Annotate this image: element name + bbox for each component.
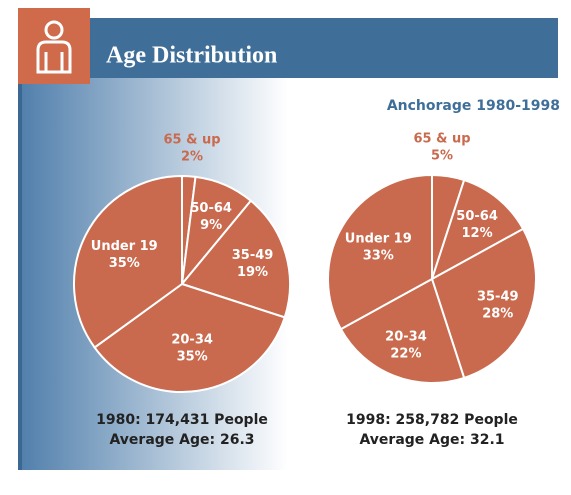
- pie-slice: [73, 174, 183, 349]
- header-bar: [18, 18, 558, 78]
- slice-value: 35%: [177, 350, 208, 365]
- pie-slice: [430, 178, 525, 282]
- slice-value: 5%: [431, 149, 453, 164]
- slice-category: 35-49: [232, 248, 274, 263]
- pie-slice: [180, 199, 291, 319]
- pie-slice: [93, 282, 286, 393]
- subtitle: Anchorage 1980-1998: [387, 98, 560, 114]
- pie-caption: 1998: 258,782 People: [346, 412, 518, 428]
- slice-value: 2%: [181, 150, 203, 165]
- slice-category: 35-49: [477, 290, 519, 305]
- panel-edge: [18, 78, 22, 470]
- pie-caption: 1980: 174,431 People: [96, 412, 268, 428]
- slice-value: 22%: [390, 346, 421, 361]
- pie-caption: Average Age: 26.3: [109, 432, 254, 448]
- pie-slice: [327, 173, 433, 331]
- slice-category: 50-64: [456, 209, 498, 224]
- slice-category: 65 & up: [413, 132, 470, 147]
- slice-category: 65 & up: [163, 133, 220, 148]
- pie-slice: [430, 227, 537, 380]
- slice-value: 12%: [462, 226, 493, 241]
- slice-value: 9%: [200, 218, 222, 233]
- slice-category: 50-64: [190, 201, 232, 216]
- pie-slice: [339, 277, 466, 384]
- slice-value: 19%: [237, 265, 268, 280]
- person-icon: [36, 20, 72, 74]
- title: Age Distribution: [106, 43, 277, 69]
- slice-value: 33%: [363, 249, 394, 264]
- slice-category: Under 19: [345, 232, 412, 247]
- slice-value: 28%: [482, 307, 513, 322]
- slice-value: 35%: [109, 256, 140, 271]
- slice-category: 20-34: [171, 333, 213, 348]
- pie-caption: Average Age: 32.1: [359, 432, 504, 448]
- slice-category: Under 19: [91, 239, 158, 254]
- slice-category: 20-34: [385, 329, 427, 344]
